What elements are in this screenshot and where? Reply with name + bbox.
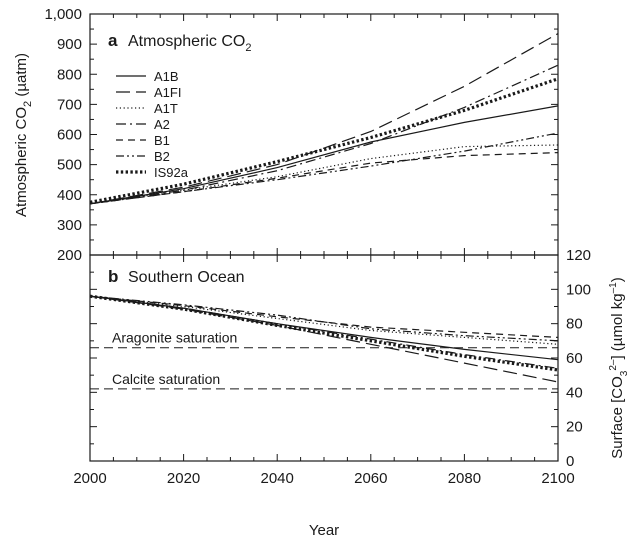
panel-b-ytick-label: 100 [566,281,591,298]
series-is92a [89,294,559,372]
series-a2 [89,295,559,369]
series-a1t [89,295,559,345]
x-tick-label: 2040 [261,470,294,487]
series-b1 [89,152,559,205]
panel-a-ytick-label: 400 [57,187,82,204]
panel-b-series [89,294,559,383]
x-tick-label: 2020 [167,470,200,487]
panel-b-ytick-label: 60 [566,350,583,367]
panel-a-ylabel: Atmospheric CO2 (µatm) [13,53,34,217]
legend-label-a1b: A1B [154,69,179,84]
panel-b-ytick-label: 20 [566,419,583,436]
x-axis-title: Year [309,522,339,539]
panel-a-ytick-label: 300 [57,217,82,234]
panel-b-letter: b [108,267,118,286]
legend-label-a1t: A1T [154,101,178,116]
legend-label-b2: B2 [154,149,170,164]
x-tick-label: 2000 [73,470,106,487]
panel-a-letter: a [108,31,118,50]
legend-label-a2: A2 [154,117,170,132]
panel-b-ytick-label: 0 [566,453,574,470]
panel-a-ytick-label: 500 [57,157,82,174]
panel-a-ytick-label: 900 [57,36,82,53]
panel-a-ytick-label: 600 [57,127,82,144]
panel-a-series [89,33,559,205]
panel-b-ytick-label: 80 [566,316,583,333]
legend-label-is92a: IS92a [154,165,189,180]
series-b2 [89,295,559,342]
series-b2 [89,132,559,205]
series-b1 [89,295,559,338]
x-tick-label: 2060 [354,470,387,487]
panel-a-axis-ticks: 200 300 400 500 600 700 800 900 1,000 [44,6,559,264]
saturation-label: Calcite saturation [112,371,220,387]
saturation-label: Aragonite saturation [112,330,237,346]
panel-b-title: Southern Ocean [128,269,245,286]
series-a2 [89,64,559,205]
x-tick-label: 2080 [448,470,481,487]
panel-a-title: Atmospheric CO2 [128,33,252,54]
panel-a-ytick-label: 200 [57,247,82,264]
legend-label-b1: B1 [154,133,170,148]
panel-b-ytick-label: 40 [566,384,583,401]
legend-label-a1fi: A1FI [154,85,181,100]
panel-a-ytick-label: 1,000 [44,6,82,23]
panel-b-ylabel: Surface [CO32–] (µmol kg–1) [608,277,630,459]
x-tick-label: 2100 [541,470,574,487]
panel-b-ytick-label: 120 [566,247,591,264]
saturation-lines: Aragonite saturation Calcite saturation [90,330,558,390]
series-a1b [89,105,559,205]
panel-a-ytick-label: 800 [57,66,82,83]
panel-a-ytick-label: 700 [57,96,82,113]
